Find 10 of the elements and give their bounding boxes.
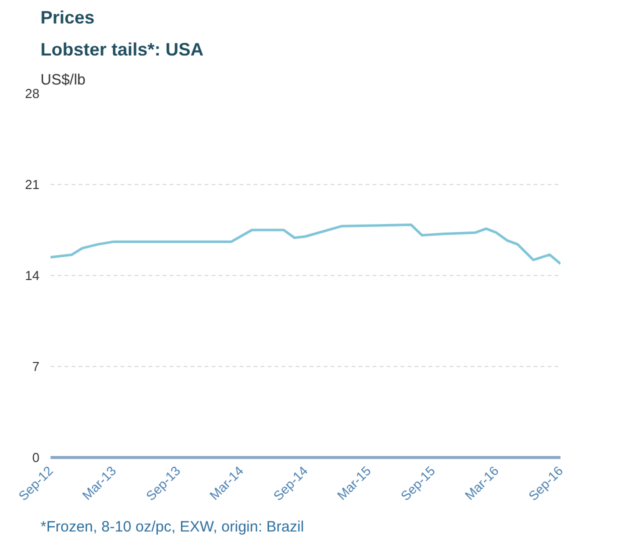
y-tick-label: 14 — [25, 268, 40, 283]
y-tick-label: 28 — [25, 86, 40, 101]
y-tick-label: 0 — [32, 450, 40, 465]
text: *Frozen, 8-10 oz/pc, EXW, origin: Brazil — [40, 518, 304, 536]
y-tick-label: 21 — [25, 177, 40, 192]
chart-subtitle: Lobster tails*: USA — [40, 40, 204, 60]
y-axis-title: US$/lb — [40, 72, 86, 88]
y-tick-label: 7 — [32, 359, 40, 374]
chart-title: Prices — [40, 8, 95, 28]
line-series — [50, 224, 560, 266]
